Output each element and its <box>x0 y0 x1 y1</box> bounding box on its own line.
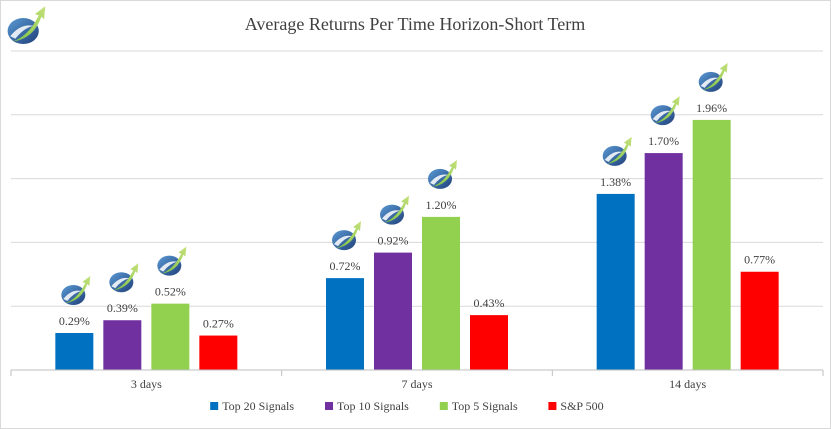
bar <box>740 271 779 370</box>
logo-icon <box>157 246 187 276</box>
bar <box>470 315 508 370</box>
data-label: 1.38% <box>600 175 631 189</box>
bar <box>374 252 412 370</box>
data-label: 0.43% <box>474 296 505 310</box>
gridlines <box>11 50 823 307</box>
data-label: 0.27% <box>203 317 234 331</box>
bar <box>692 119 731 371</box>
bar <box>199 335 238 370</box>
logo-icon <box>109 263 139 293</box>
logo-icon <box>332 221 361 251</box>
bars <box>55 119 779 371</box>
data-label: 1.70% <box>648 134 679 148</box>
logo-icon <box>698 62 728 92</box>
bar <box>422 216 460 370</box>
logo-icon <box>650 96 680 126</box>
logo-icon <box>428 159 457 189</box>
legend-swatch <box>548 402 557 410</box>
legend: Top 20 Signals Top 10 Signals Top 5 Signal… <box>210 399 604 413</box>
bar <box>103 320 142 370</box>
data-label: 0.39% <box>107 301 138 315</box>
legend-swatch <box>210 402 219 410</box>
data-label: 1.20% <box>426 198 457 212</box>
bar <box>55 332 94 370</box>
data-label: 0.77% <box>744 253 775 267</box>
data-label: 1.96% <box>696 101 727 115</box>
data-label: 0.92% <box>378 234 409 248</box>
bar <box>326 278 364 370</box>
logo-icon <box>61 275 91 305</box>
legend-entry: Top 20 Signals <box>222 399 294 413</box>
legend-swatch <box>439 402 448 410</box>
legend-entry: S&P 500 <box>560 399 603 413</box>
x-tick-labels: 3 days 7 days 14 days <box>131 377 707 391</box>
legend-entry: Top 10 Signals <box>337 399 409 413</box>
x-tick-label: 14 days <box>669 377 706 391</box>
logo-icon <box>380 195 409 225</box>
bar <box>151 303 190 370</box>
x-axis <box>10 369 824 376</box>
legend-entry: Top 5 Signals <box>452 399 518 413</box>
x-tick-label: 7 days <box>402 377 433 391</box>
bar <box>596 193 635 370</box>
data-labels: 0.29% 0.39% 0.52% 0.27% 0.72% 0.92% 1.20% 0.43%… <box>59 101 775 331</box>
data-label: 0.29% <box>59 314 90 328</box>
data-label: 0.52% <box>155 285 186 299</box>
legend-swatch <box>325 402 333 410</box>
data-label: 0.72% <box>330 259 361 273</box>
chart-title: Average Returns Per Time Horizon-Short T… <box>245 14 586 34</box>
bar <box>644 153 683 370</box>
brand-logo-icon <box>7 6 46 45</box>
x-tick-label: 3 days <box>131 377 162 391</box>
logo-icon <box>602 136 632 166</box>
